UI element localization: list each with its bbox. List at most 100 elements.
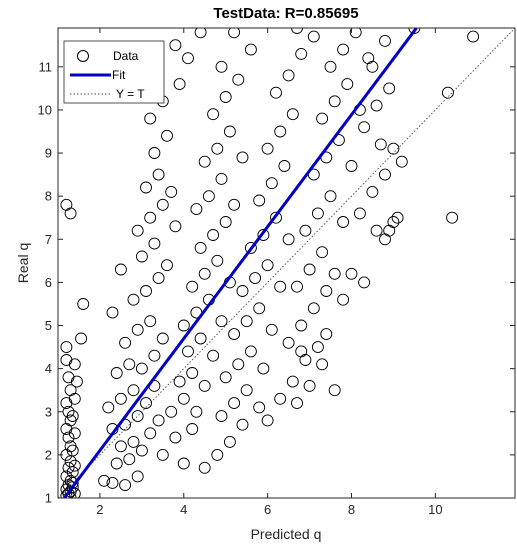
data-point [253,302,266,315]
data-point [207,108,220,121]
data-point [408,28,421,34]
data-point [328,95,341,108]
x-axis-label: Predicted q [251,526,322,542]
data-point [223,435,236,448]
data-point [211,142,224,155]
data-point [66,444,79,457]
data-point [148,237,161,250]
data-point [198,155,211,168]
data-point [165,185,178,198]
data-point [295,345,308,358]
data-point [265,323,278,336]
reference-line [58,28,515,498]
data-point [337,43,350,56]
data-point [119,336,132,349]
data-point [324,190,337,203]
data-point [467,30,480,43]
data-point [316,358,329,371]
reference-line-layer [58,28,515,498]
data-point [211,448,224,461]
data-point [232,73,245,86]
y-tick-label: 5 [45,318,52,333]
data-point [135,362,148,375]
data-point [307,302,320,315]
y-tick-label: 10 [38,102,52,117]
data-point [186,280,199,293]
data-point [70,375,83,388]
data-point [253,401,266,414]
data-point [165,405,178,418]
x-tick-label: 10 [428,502,442,517]
data-point [144,315,157,328]
data-point [169,431,182,444]
x-tick-label: 2 [96,502,103,517]
data-point [194,332,207,345]
data-point [379,168,391,181]
data-point [211,254,224,267]
y-tick-label: 11 [39,59,53,74]
data-point [244,241,257,254]
data-point [228,397,241,410]
data-point [64,492,77,498]
data-point [144,112,157,125]
data-point [190,405,203,418]
y-tick-label: 6 [45,275,52,290]
y-tick-label: 1 [45,491,52,506]
data-point [62,461,75,474]
y-tick-label: 7 [45,232,52,247]
y-tick-label: 2 [45,447,52,462]
x-axis-ticks: 2 4 6 8 10 [96,28,443,517]
data-point [68,459,81,472]
data-point [219,371,232,384]
data-point [274,392,287,405]
data-point [353,207,366,220]
data-point [131,470,144,483]
y-tick-label: 3 [45,404,52,419]
data-point [328,267,341,280]
data-point [215,410,228,423]
data-point [374,138,387,151]
data-point [299,224,312,237]
data-point [320,328,333,341]
x-tick-label: 8 [348,502,355,517]
data-point [370,99,383,112]
data-point [114,263,127,276]
data-point [303,263,316,276]
data-point [295,47,308,60]
data-point [265,177,278,190]
data-point [127,435,140,448]
data-point [320,285,333,297]
data-point [198,379,211,392]
data-point [194,28,207,39]
data-point [274,125,287,138]
legend-ref-label: Y = T [116,87,145,101]
data-point [446,211,459,224]
data-point [119,479,132,492]
data-point [156,332,169,345]
data-point [66,410,79,423]
data-point [68,392,81,405]
data-point [60,198,73,211]
data-point [102,401,115,414]
data-point [173,78,186,91]
data-point [60,341,73,354]
data-point [77,298,90,310]
data-point [198,461,211,474]
data-point [387,142,400,155]
data-point [169,39,182,52]
data-point [152,272,165,285]
data-point [257,229,270,241]
data-point [144,211,157,224]
data-point [177,319,190,332]
data-point [253,194,266,207]
data-point [131,224,144,237]
data-point [131,410,144,423]
y-axis-label: Real q [15,243,31,283]
x-tick-label: 6 [264,502,271,517]
data-point [182,345,194,358]
data-point [148,349,161,362]
data-point [379,34,391,47]
chart-title: TestData: R=0.85695 [213,5,358,22]
data-point [307,30,320,43]
data-point [270,86,282,99]
